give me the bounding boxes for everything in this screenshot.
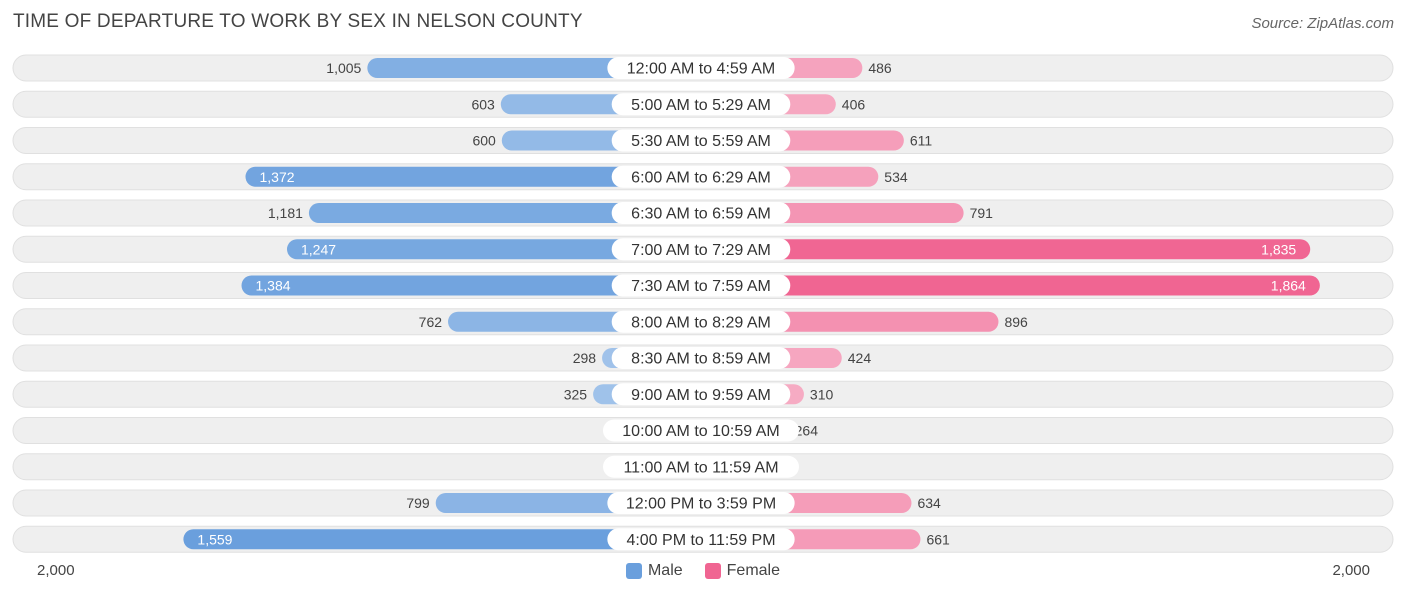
bar-female <box>701 275 1320 296</box>
value-label-female: 264 <box>795 423 819 439</box>
value-label-female: 611 <box>910 133 933 149</box>
category-label: 12:00 PM to 3:59 PM <box>626 496 776 513</box>
value-label-female: 791 <box>970 205 994 221</box>
chart-row: 1,559 661 4:00 PM to 11:59 PM <box>12 525 1394 553</box>
legend-item-male: Male <box>625 562 683 580</box>
bar-male <box>286 239 701 260</box>
chart-row: 762 896 8:00 AM to 8:29 AM <box>12 308 1394 336</box>
value-label-female: 424 <box>848 350 872 366</box>
chart-row: 1347011:00 AM to 11:59 AM <box>12 453 1394 481</box>
legend-label-male: Male <box>647 562 683 579</box>
value-label-male: 762 <box>419 314 443 330</box>
category-pill <box>611 347 791 369</box>
chart-row: 325 310 9:00 AM to 9:59 AM <box>12 380 1394 408</box>
category-pill <box>611 202 791 224</box>
legend: Male Female <box>0 560 1406 582</box>
chart-row: 298 424 8:30 AM to 8:59 AM <box>12 344 1394 372</box>
chart-title: TIME OF DEPARTURE TO WORK BY SEX IN NELS… <box>13 11 583 32</box>
category-label: 8:30 AM to 8:59 AM <box>631 351 771 368</box>
category-label: 6:30 AM to 6:59 AM <box>631 206 771 223</box>
chart-row: 600 611 5:30 AM to 5:59 AM <box>12 127 1394 154</box>
value-label-male: 298 <box>573 350 597 366</box>
chart-row: 1,372 534 6:00 AM to 6:29 AM <box>12 163 1394 191</box>
value-label-male: 1,005 <box>326 60 361 76</box>
value-label-male: 325 <box>564 386 588 402</box>
category-label: 12:00 AM to 4:59 AM <box>627 61 776 78</box>
chart-row: 1,384 1,864 7:30 AM to 7:59 AM <box>12 272 1394 299</box>
value-label-female: 1,835 <box>1261 241 1296 257</box>
value-label-female: 486 <box>868 60 892 76</box>
chart-row: 1,247 1,835 7:00 AM to 7:29 AM <box>12 235 1394 263</box>
category-pill <box>607 528 795 551</box>
value-label-female: 534 <box>884 169 908 185</box>
bar-male <box>241 275 701 296</box>
bar-male <box>245 166 701 187</box>
category-pill <box>607 492 795 514</box>
category-label: 8:00 AM to 8:29 AM <box>631 314 771 331</box>
legend-item-female: Female <box>704 562 781 580</box>
value-label-female: 634 <box>917 495 941 511</box>
value-label-male: 799 <box>406 495 430 511</box>
category-pill <box>611 165 791 188</box>
category-label: 10:00 AM to 10:59 AM <box>622 423 779 440</box>
chart-row: 603 406 5:00 AM to 5:29 AM <box>12 90 1394 118</box>
bar-male <box>183 529 702 550</box>
category-label: 4:00 PM to 11:59 PM <box>626 532 775 549</box>
value-label-male: 1,384 <box>256 278 291 294</box>
category-pill <box>611 274 791 297</box>
axis-label-left: 2,000 <box>37 562 75 579</box>
category-pill <box>611 310 791 333</box>
legend-label-female: Female <box>726 562 781 579</box>
chart-row: 1,005 486 12:00 AM to 4:59 AM <box>12 54 1394 82</box>
category-pill <box>611 129 791 152</box>
category-pill <box>611 383 791 406</box>
bar-male <box>308 203 701 223</box>
value-label-male: 1,181 <box>268 205 303 221</box>
category-label: 11:00 AM to 11:59 AM <box>623 459 778 476</box>
value-label-female: 661 <box>926 531 950 547</box>
value-label-male: 1,247 <box>301 241 336 257</box>
value-label-male: 600 <box>472 133 496 149</box>
value-label-male: 1,559 <box>197 531 232 547</box>
category-pill <box>611 238 791 261</box>
axis-label-right: 2,000 <box>1332 562 1370 579</box>
value-label-male: 603 <box>471 96 495 112</box>
diverging-bar-chart: 1,005 486 12:00 AM to 4:59 AM 603 406 5:00 AM… <box>12 54 1394 553</box>
chart-row: 10326410:00 AM to 10:59 AM <box>12 417 1394 444</box>
bar-female <box>701 239 1311 260</box>
category-label: 9:00 AM to 9:59 AM <box>631 387 771 404</box>
category-label: 7:00 AM to 7:29 AM <box>631 242 771 259</box>
category-pill <box>603 455 799 478</box>
category-pill <box>603 419 799 442</box>
legend-swatch-male <box>625 563 642 579</box>
chart-row: 799 634 12:00 PM to 3:59 PM <box>12 489 1394 517</box>
value-label-female: 310 <box>810 386 834 402</box>
category-label: 5:30 AM to 5:59 AM <box>631 133 771 150</box>
category-pill <box>607 57 795 79</box>
value-label-female: 1,864 <box>1271 278 1306 294</box>
category-label: 6:00 AM to 6:29 AM <box>631 169 771 186</box>
category-pill <box>611 93 791 116</box>
category-label: 7:30 AM to 7:59 AM <box>631 278 771 295</box>
category-label: 5:00 AM to 5:29 AM <box>631 97 771 114</box>
value-label-female: 896 <box>1004 314 1028 330</box>
value-label-male: 1,372 <box>259 169 294 185</box>
value-label-female: 406 <box>842 96 866 112</box>
chart-row: 1,181 791 6:30 AM to 6:59 AM <box>12 199 1394 227</box>
legend-swatch-female <box>704 563 721 579</box>
source-note: Source: ZipAtlas.com <box>1251 15 1394 32</box>
